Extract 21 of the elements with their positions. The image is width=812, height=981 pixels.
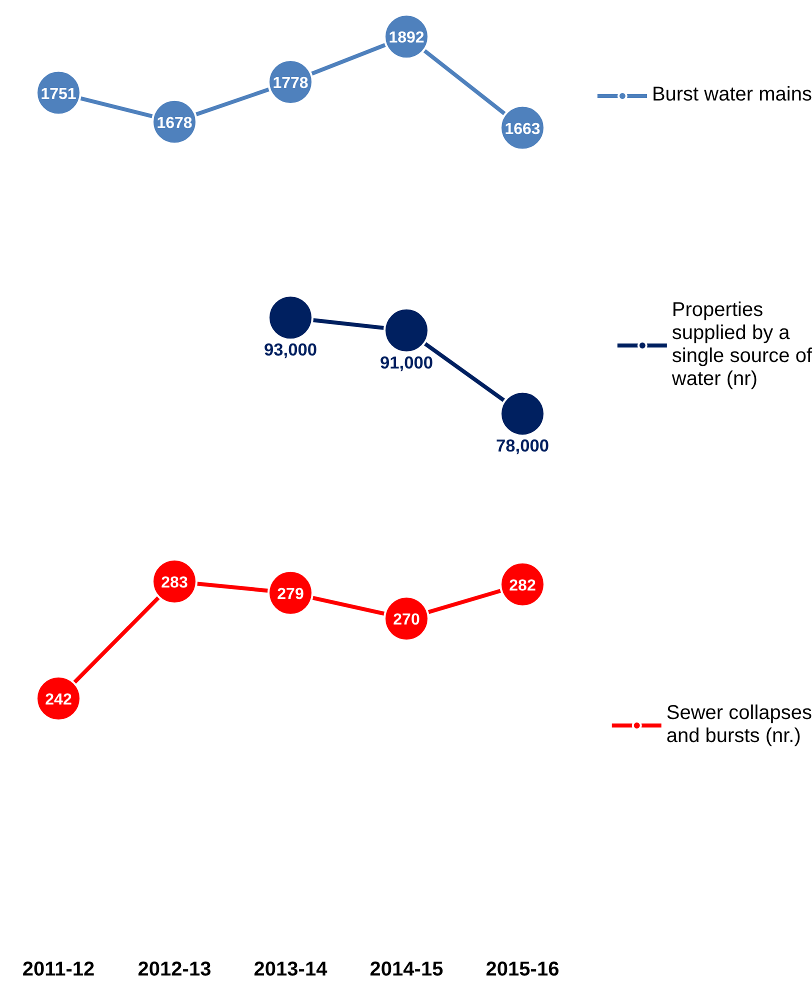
legend-label: Properties supplied by a single source of water (nr) — [672, 299, 812, 391]
x-tick-label: 2011-12 — [22, 958, 95, 980]
data-label: 242 — [45, 692, 72, 708]
x-tick-label: 2015-16 — [486, 958, 560, 980]
x-tick-label: 2012-13 — [138, 958, 212, 980]
data-label: 282 — [509, 577, 536, 594]
x-tick-label: 2013-14 — [254, 958, 328, 980]
data-label: 1778 — [272, 75, 308, 92]
data-label: 78,000 — [496, 436, 549, 456]
data-label: 1892 — [388, 30, 424, 47]
data-label: 91,000 — [380, 352, 433, 372]
data-label: 1678 — [156, 114, 192, 132]
legend-label: Sewer collapses and bursts (nr.) — [666, 702, 812, 748]
data-label: 93,000 — [264, 340, 317, 360]
data-label: 283 — [161, 574, 188, 592]
data-label: 1751 — [40, 86, 76, 103]
x-tick-label: 2014-15 — [370, 958, 444, 980]
data-label: 270 — [393, 612, 420, 629]
legend-label: Burst water mains — [652, 84, 812, 106]
data-label: 279 — [277, 586, 304, 603]
data-label: 1663 — [504, 120, 540, 138]
